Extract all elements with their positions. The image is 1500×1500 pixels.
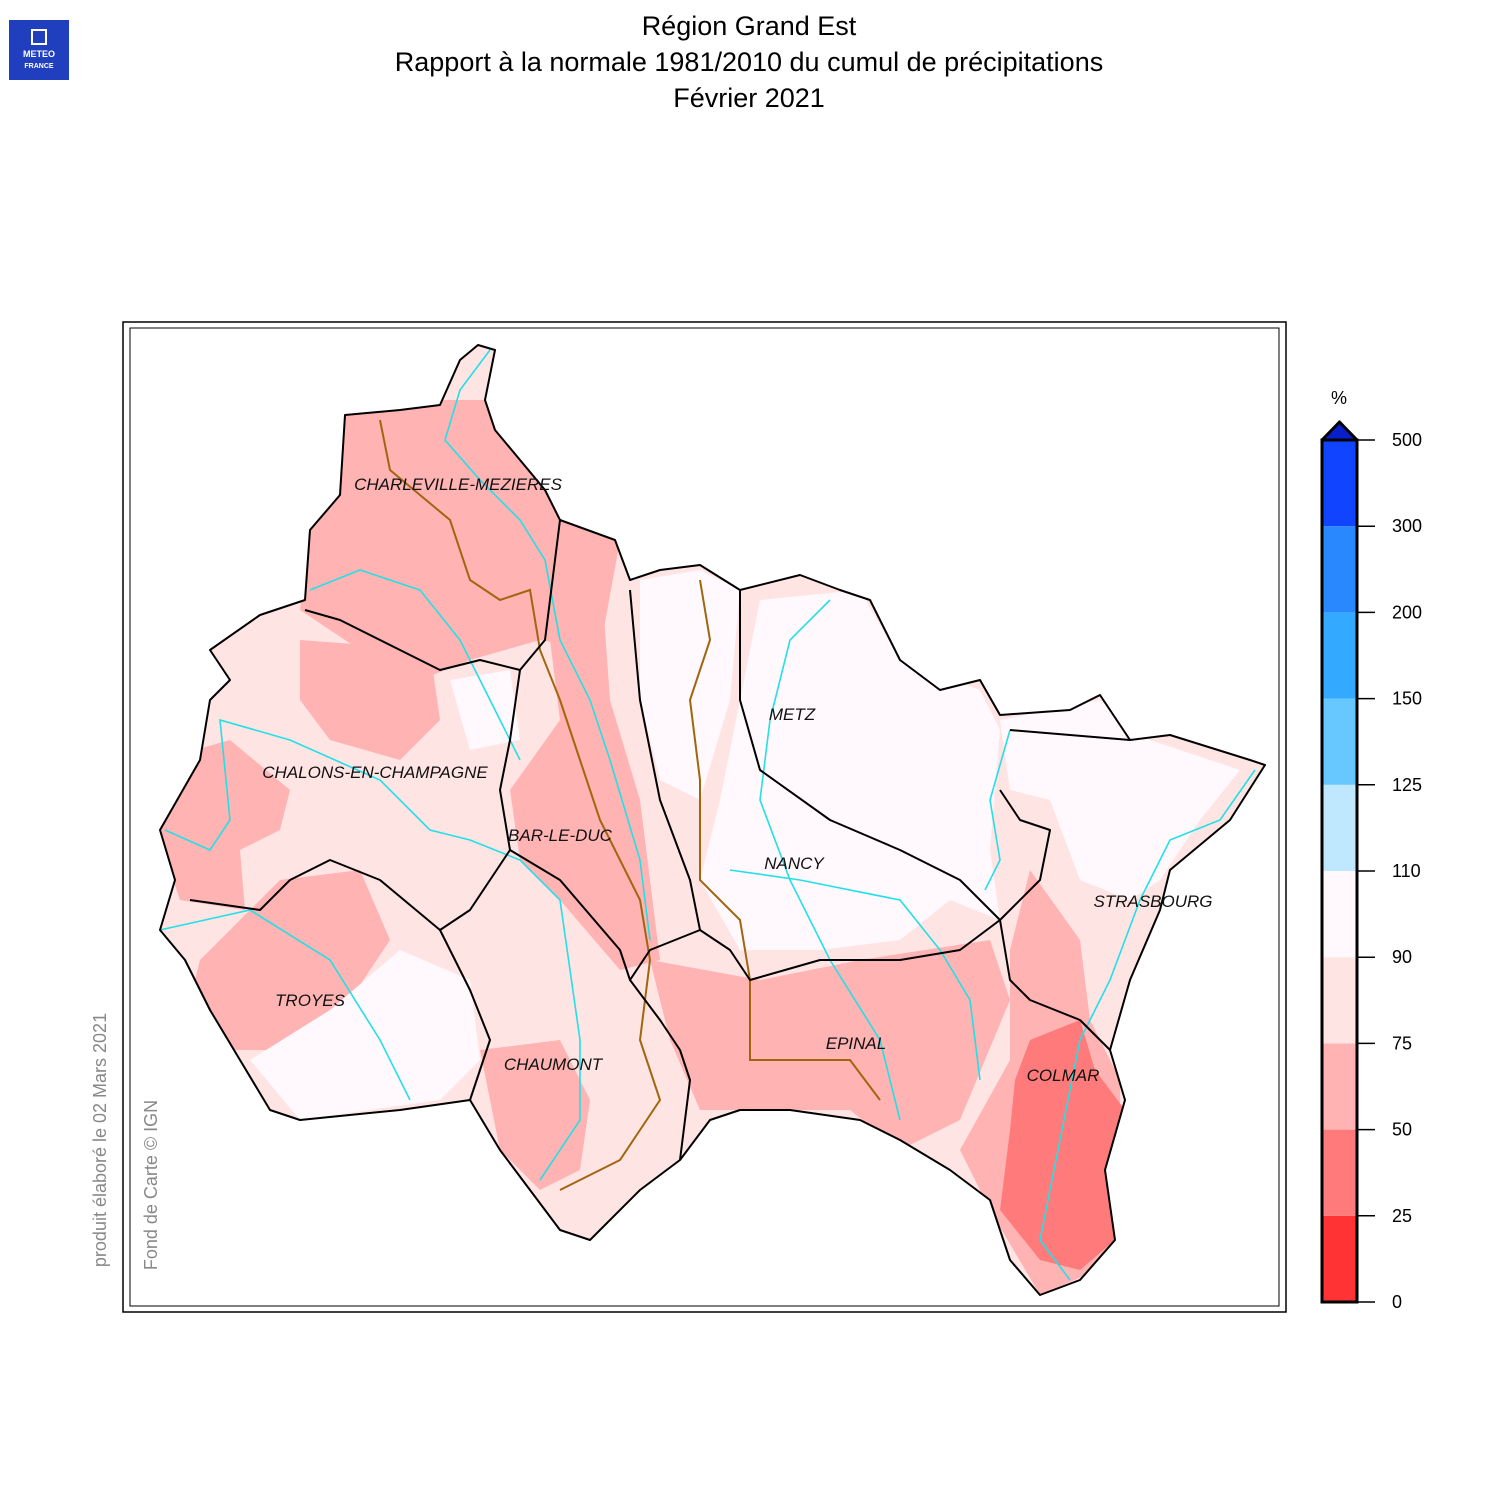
city-labels: CHARLEVILLE-MEZIERES CHALONS-EN-CHAMPAGN…: [262, 475, 1212, 1085]
legend: % 0 25 50 75 90 110 125 150 200 300 500: [1320, 388, 1422, 1312]
river: [759, 599, 901, 1121]
map-frame: [129, 327, 1280, 1307]
legend-arrow: [1320, 420, 1359, 442]
logo-text: FRANCE: [24, 63, 53, 70]
logo: METEO FRANCE: [9, 20, 69, 80]
dept-border: [304, 519, 561, 671]
legend-tick-label: 300: [1392, 516, 1422, 536]
city-label: METZ: [769, 705, 816, 724]
departments: [159, 344, 1266, 1296]
dept-border: [1009, 729, 1131, 741]
legend-tick-label: 90: [1392, 947, 1412, 967]
legend-tick-label: 110: [1392, 861, 1421, 881]
city-label: TROYES: [275, 991, 346, 1010]
basin-limits: [379, 419, 881, 1191]
dept-border: [999, 919, 1111, 1051]
legend-unit: %: [1331, 388, 1347, 408]
legend-band: [1322, 612, 1357, 699]
zone: [510, 560, 660, 970]
zone: [160, 740, 290, 910]
legend-band: [1322, 1129, 1357, 1216]
zone: [300, 640, 440, 760]
legend-band: [1322, 440, 1357, 527]
zone: [640, 570, 740, 800]
legend-tick-label: 75: [1392, 1033, 1412, 1053]
legend-band: [1322, 1215, 1357, 1302]
river: [984, 729, 1011, 891]
dept-border: [439, 929, 491, 1101]
produced-note: produit élaboré le 02 Mars 2021: [90, 1013, 110, 1267]
title: Rapport à la normale 1981/2010 du cumul …: [395, 47, 1103, 77]
city-label: CHAUMONT: [504, 1055, 604, 1074]
dept-border: [629, 979, 691, 1161]
rivers: [159, 349, 1256, 1281]
basin-line: [688, 579, 881, 1101]
legend-tick-label: 50: [1392, 1120, 1412, 1140]
city-label: EPINAL: [826, 1034, 886, 1053]
zone: [450, 670, 520, 750]
title: Région Grand Est: [642, 11, 857, 41]
map-frame: [122, 321, 1287, 1313]
river: [729, 869, 981, 1081]
city-label: NANCY: [764, 854, 825, 873]
legend-tick-label: 125: [1392, 775, 1422, 795]
legend-band: [1322, 1043, 1357, 1130]
title: Février 2021: [673, 83, 825, 113]
logo-text: METEO: [23, 49, 55, 59]
zone: [1000, 700, 1240, 900]
city-label: BAR-LE-DUC: [508, 826, 613, 845]
legend-band: [1322, 526, 1357, 613]
river: [309, 569, 521, 761]
legend-band: [1322, 871, 1357, 958]
dept-border: [629, 589, 701, 931]
zone: [1000, 1020, 1125, 1270]
city-label: STRASBOURG: [1093, 892, 1212, 911]
river: [159, 909, 411, 1101]
zone: [250, 950, 480, 1120]
zone: [700, 590, 1000, 950]
zone: [650, 940, 1010, 1150]
dept-border: [189, 669, 521, 931]
zone: [300, 400, 620, 680]
legend-tick-label: 0: [1392, 1292, 1402, 1312]
city-label: CHARLEVILLE-MEZIERES: [354, 475, 562, 494]
river: [164, 718, 581, 1181]
river: [1039, 769, 1256, 1281]
legend-band: [1322, 957, 1357, 1044]
river: [444, 349, 651, 941]
dept-border: [509, 789, 1051, 981]
logo-icon: [31, 29, 47, 45]
zone: [480, 1040, 590, 1190]
legend-tick-label: 200: [1392, 602, 1422, 622]
dept-border: [739, 590, 1001, 921]
legend-tick-label: 25: [1392, 1206, 1412, 1226]
credit-note: Fond de Carte © IGN: [141, 1100, 161, 1270]
legend-band: [1322, 784, 1357, 871]
legend-tick-label: 500: [1392, 430, 1422, 450]
city-label: CHALONS-EN-CHAMPAGNE: [262, 763, 488, 782]
legend-band: [1322, 698, 1357, 785]
basin-line: [379, 419, 662, 1191]
legend-tick-label: 150: [1392, 689, 1422, 709]
map-fill: [160, 345, 1265, 1295]
city-label: COLMAR: [1027, 1066, 1100, 1085]
